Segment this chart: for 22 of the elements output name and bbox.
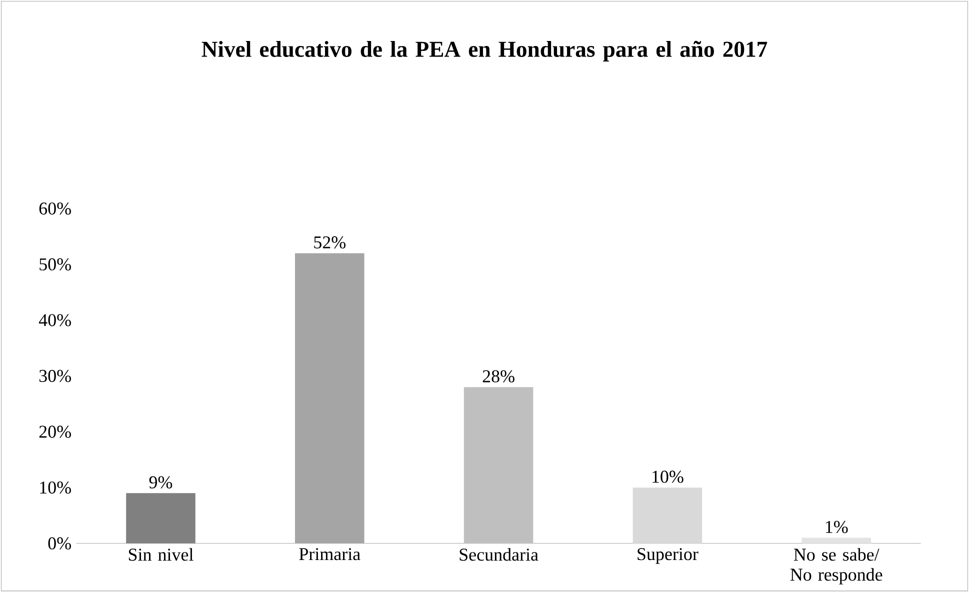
data-label: 10% [652,470,684,483]
chart-title: Nivel educativo de la PEA en Honduras para el año 2017 [202,40,768,62]
data-label: 28% [482,370,514,382]
x-tick-label: Primaria [299,548,360,560]
bar [802,538,872,544]
x-tick-label: Secundaria [460,548,538,561]
data-label: 9% [149,476,172,488]
data-label: 52% [314,236,346,248]
y-tick-label: 30% [39,370,71,382]
bar [632,487,702,544]
bar [464,387,534,544]
y-tick-label: 20% [39,426,71,438]
y-tick-label: 50% [40,258,71,270]
x-tick-label: No se sabe/ No responde [790,548,882,584]
y-tick-label: 10% [40,481,71,494]
x-tick-label: Superior [638,548,698,564]
bar [126,493,196,544]
y-tick-label: 40% [38,314,71,326]
y-tick-label: 60% [39,202,71,215]
y-tick-label: 0% [48,537,71,550]
x-tick-label: Sin nivel [128,548,194,561]
data-label: 1% [826,520,848,533]
